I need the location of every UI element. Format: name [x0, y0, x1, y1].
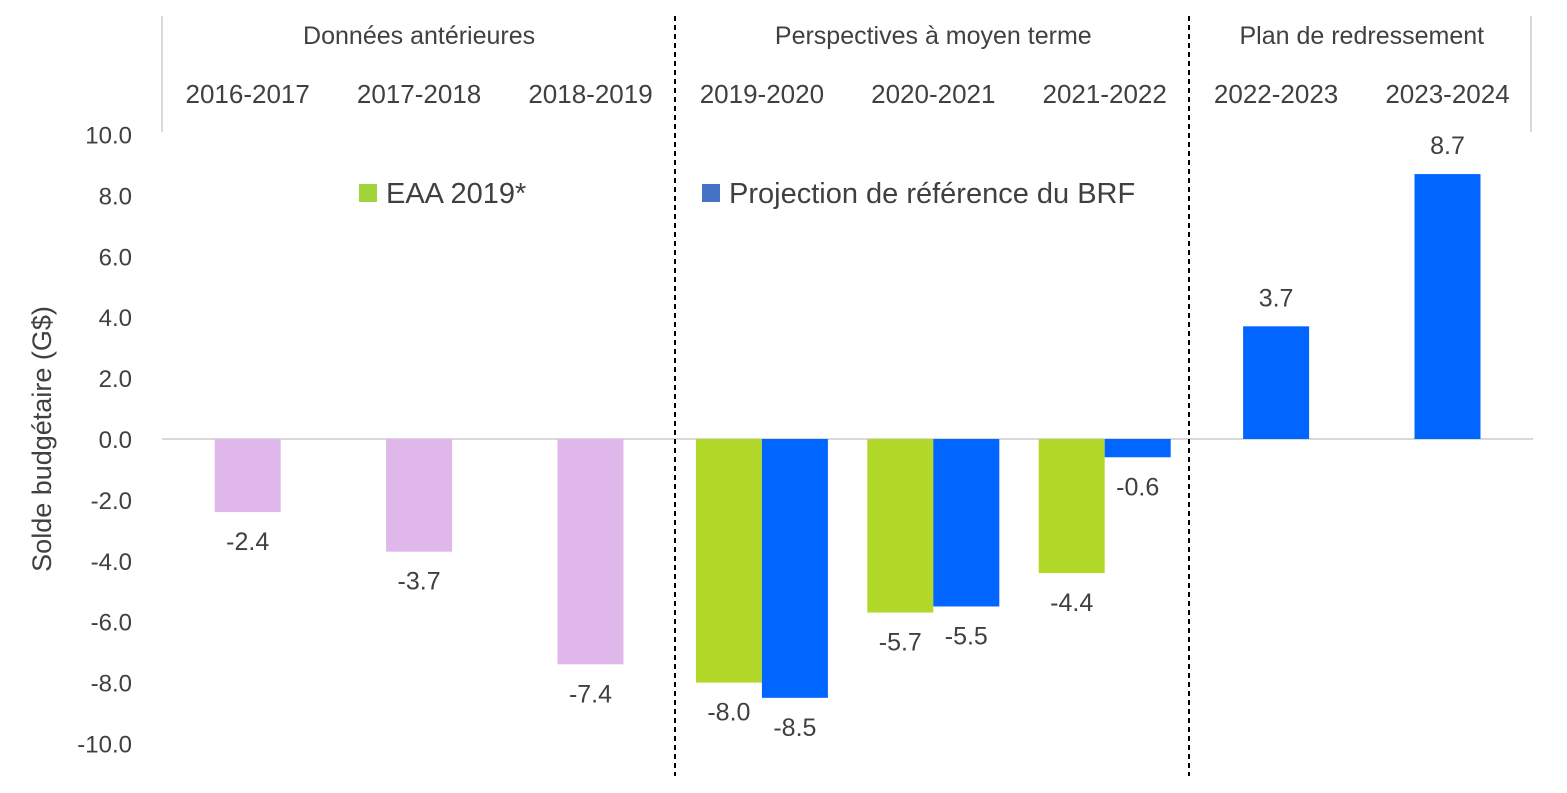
- data-label-historical-2016-2017: -2.4: [226, 528, 269, 556]
- y-tick-label: 10.0: [85, 123, 132, 150]
- y-tick-label: -8.0: [91, 671, 132, 698]
- bar-historical-2016-2017: [214, 439, 281, 513]
- x-tick-label: 2023-2024: [1385, 79, 1509, 109]
- text-labels: 10.0 8.0 6.0 4.0 2.0 0.0 -2.0 -4.0 -6.0 -8.0 -10.0…: [27, 22, 1510, 759]
- bar-brf-2019-2020: [761, 439, 828, 698]
- bars: [214, 174, 1481, 698]
- y-tick-label: 4.0: [99, 305, 132, 332]
- legend-swatch-1: [359, 184, 377, 202]
- legend-label-2: Projection de référence du BRF: [729, 178, 1135, 210]
- section-header: Plan de redressement: [1240, 22, 1485, 50]
- x-tick-label: 2016-2017: [186, 79, 310, 109]
- x-tick-label: 2018-2019: [528, 79, 652, 109]
- x-tick-label: 2022-2023: [1214, 79, 1338, 109]
- x-tick-label: 2021-2022: [1043, 79, 1167, 109]
- data-label-eaa-2020-2021: -5.7: [879, 629, 922, 657]
- legend-label-1: EAA 2019*: [386, 178, 526, 210]
- y-axis-title: Solde budgétaire (G$): [27, 306, 57, 572]
- data-label-eaa-2019-2020: -8.0: [707, 699, 750, 727]
- x-tick-label: 2017-2018: [357, 79, 481, 109]
- y-tick-label: -6.0: [91, 610, 132, 637]
- bar-eaa-2019-2020: [695, 439, 762, 683]
- x-tick-label: 2019-2020: [700, 79, 824, 109]
- section-header: Perspectives à moyen terme: [775, 22, 1092, 50]
- data-label-historical-2017-2018: -3.7: [398, 568, 441, 596]
- data-label-brf-2022-2023: 3.7: [1259, 284, 1294, 312]
- x-tick-label: 2020-2021: [871, 79, 995, 109]
- bar-brf-2022-2023: [1243, 326, 1310, 439]
- bar-eaa-2021-2022: [1038, 439, 1105, 573]
- bar-eaa-2020-2021: [867, 439, 934, 613]
- data-label-brf-2023-2024: 8.7: [1430, 132, 1465, 160]
- y-tick-label: -2.0: [91, 488, 132, 515]
- bar-brf-2023-2024: [1414, 174, 1481, 439]
- bar-brf-2020-2021: [933, 439, 1000, 607]
- bar-historical-2018-2019: [557, 439, 624, 665]
- y-tick-label: -10.0: [77, 732, 132, 759]
- data-label-historical-2018-2019: -7.4: [569, 680, 612, 708]
- section-header: Données antérieures: [303, 22, 535, 50]
- bar-brf-2021-2022: [1104, 439, 1171, 458]
- data-label-brf-2020-2021: -5.5: [945, 622, 988, 650]
- y-tick-label: 0.0: [99, 427, 132, 454]
- y-tick-label: -4.0: [91, 549, 132, 576]
- y-tick-label: 6.0: [99, 244, 132, 271]
- bar-historical-2017-2018: [386, 439, 453, 552]
- y-tick-label: 8.0: [99, 183, 132, 210]
- data-label-eaa-2021-2022: -4.4: [1050, 589, 1093, 617]
- data-label-brf-2019-2020: -8.5: [773, 714, 816, 742]
- legend-swatch-2: [702, 184, 720, 202]
- data-label-brf-2021-2022: -0.6: [1116, 473, 1159, 501]
- y-tick-label: 2.0: [99, 366, 132, 393]
- reference-lines: [161, 16, 1533, 776]
